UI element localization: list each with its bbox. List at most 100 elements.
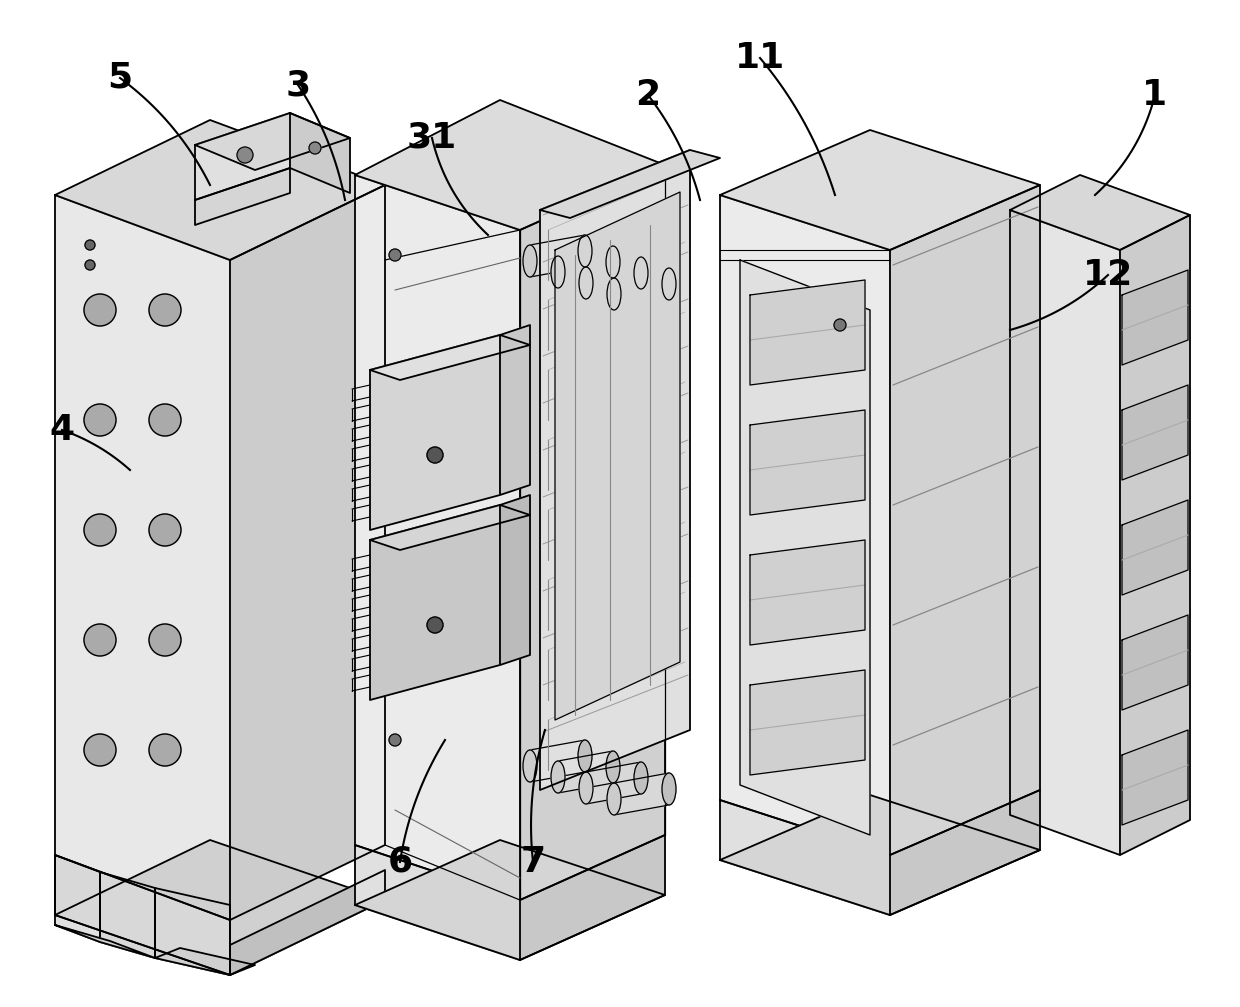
Circle shape	[149, 404, 181, 436]
Polygon shape	[1122, 615, 1188, 710]
Polygon shape	[229, 185, 384, 920]
Polygon shape	[55, 195, 229, 920]
Polygon shape	[720, 800, 890, 915]
Circle shape	[84, 624, 117, 656]
Polygon shape	[229, 870, 384, 975]
Polygon shape	[558, 246, 613, 288]
Polygon shape	[890, 790, 1040, 915]
Polygon shape	[720, 130, 1040, 250]
Circle shape	[86, 260, 95, 270]
Polygon shape	[195, 113, 290, 200]
Ellipse shape	[634, 762, 649, 794]
Text: 12: 12	[1083, 258, 1133, 292]
Polygon shape	[355, 845, 520, 960]
Polygon shape	[750, 280, 866, 385]
Polygon shape	[614, 773, 670, 815]
Polygon shape	[1122, 730, 1188, 825]
Ellipse shape	[523, 245, 537, 277]
Polygon shape	[55, 855, 229, 975]
Ellipse shape	[606, 246, 620, 278]
Polygon shape	[290, 113, 350, 193]
Ellipse shape	[606, 751, 620, 783]
Text: 11: 11	[735, 41, 785, 75]
Polygon shape	[370, 335, 500, 530]
Text: 7: 7	[521, 845, 546, 879]
Polygon shape	[558, 751, 613, 793]
Polygon shape	[556, 192, 680, 720]
Text: 1: 1	[1142, 78, 1168, 112]
Ellipse shape	[578, 740, 591, 772]
Polygon shape	[195, 113, 350, 170]
Ellipse shape	[551, 256, 565, 288]
Text: 3: 3	[285, 68, 310, 102]
Circle shape	[389, 734, 401, 746]
Circle shape	[84, 294, 117, 326]
Circle shape	[427, 617, 443, 633]
Polygon shape	[520, 835, 665, 960]
Polygon shape	[520, 165, 665, 900]
Polygon shape	[750, 670, 866, 775]
Circle shape	[237, 147, 253, 163]
Polygon shape	[587, 762, 641, 804]
Ellipse shape	[523, 750, 537, 782]
Polygon shape	[100, 872, 155, 958]
Polygon shape	[155, 948, 255, 975]
Polygon shape	[1122, 385, 1188, 480]
Polygon shape	[614, 268, 670, 310]
Ellipse shape	[608, 278, 621, 310]
Polygon shape	[370, 505, 529, 550]
Polygon shape	[529, 740, 585, 782]
Polygon shape	[195, 168, 290, 225]
Polygon shape	[587, 257, 641, 299]
Circle shape	[835, 319, 846, 331]
Polygon shape	[750, 410, 866, 515]
Polygon shape	[1122, 270, 1188, 365]
Polygon shape	[370, 505, 500, 700]
Text: 6: 6	[387, 845, 413, 879]
Polygon shape	[740, 260, 870, 835]
Polygon shape	[370, 335, 529, 380]
Ellipse shape	[551, 761, 565, 793]
Circle shape	[84, 404, 117, 436]
Text: 4: 4	[50, 413, 74, 447]
Ellipse shape	[634, 257, 649, 289]
Ellipse shape	[662, 268, 676, 300]
Circle shape	[149, 624, 181, 656]
Polygon shape	[55, 840, 384, 975]
Polygon shape	[720, 195, 890, 855]
Ellipse shape	[579, 267, 593, 299]
Polygon shape	[500, 495, 529, 665]
Text: 5: 5	[108, 61, 133, 95]
Circle shape	[149, 294, 181, 326]
Polygon shape	[55, 120, 384, 260]
Polygon shape	[155, 888, 229, 975]
Circle shape	[86, 240, 95, 250]
Circle shape	[309, 142, 321, 154]
Polygon shape	[55, 855, 100, 942]
Polygon shape	[539, 150, 689, 790]
Polygon shape	[355, 100, 665, 230]
Circle shape	[84, 734, 117, 766]
Polygon shape	[355, 840, 665, 960]
Polygon shape	[355, 175, 520, 900]
Polygon shape	[720, 795, 1040, 915]
Polygon shape	[539, 150, 720, 218]
Polygon shape	[1122, 500, 1188, 595]
Circle shape	[84, 514, 117, 546]
Circle shape	[389, 249, 401, 261]
Text: 31: 31	[407, 121, 458, 155]
Polygon shape	[750, 540, 866, 645]
Polygon shape	[890, 185, 1040, 855]
Polygon shape	[1011, 175, 1190, 250]
Ellipse shape	[579, 772, 593, 804]
Polygon shape	[1120, 215, 1190, 855]
Circle shape	[427, 447, 443, 463]
Ellipse shape	[662, 773, 676, 805]
Circle shape	[149, 514, 181, 546]
Circle shape	[149, 734, 181, 766]
Polygon shape	[55, 925, 155, 958]
Polygon shape	[529, 235, 585, 277]
Ellipse shape	[608, 783, 621, 815]
Ellipse shape	[578, 235, 591, 267]
Text: 2: 2	[635, 78, 661, 112]
